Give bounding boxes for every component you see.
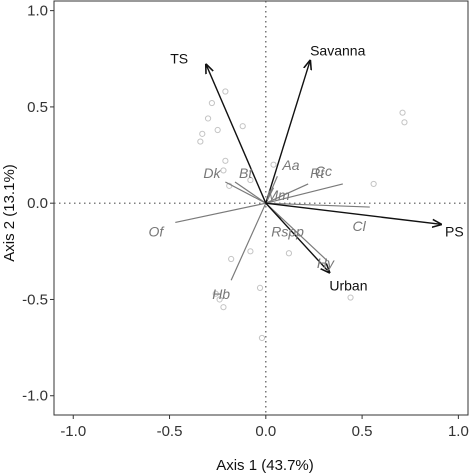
site-point [270,161,277,168]
species-vector [175,202,266,224]
species-label: Hy [317,255,335,271]
species-vector [230,202,267,281]
species-label: Aa [281,157,299,173]
y-tick-label: -0.5 [22,291,48,308]
x-tick-label: 1.0 [448,423,469,440]
environment-label: Savanna [310,43,365,59]
species-label: Hb [212,286,230,302]
species-label: Cl [353,218,367,234]
x-tick-label: 0.0 [255,423,276,440]
site-point [220,304,227,311]
site-point [239,123,246,130]
plot-panel [53,0,469,416]
y-tick-label: 1.0 [27,3,48,20]
site-point [216,296,223,303]
species-label: Dk [203,165,221,181]
species-vector [234,181,267,204]
site-point [247,248,254,255]
site-point [228,255,235,263]
environment-label: TS [170,51,188,67]
site-point [370,180,377,188]
species-label: Rspp [271,224,304,240]
environment-vectors [206,61,441,273]
x-tick-label: -1.0 [60,423,86,440]
species-label: Rt [310,165,325,181]
species-vector [265,183,343,204]
reference-lines [54,1,468,415]
environment-vector [265,61,310,204]
species-label: Mm [267,187,291,203]
site-point [204,115,212,122]
site-point [214,126,221,134]
site-point [212,290,219,297]
site-points [197,88,408,342]
site-point [258,334,266,342]
species-vector [265,202,328,262]
site-point [208,99,215,107]
site-point [256,284,264,292]
site-point [197,138,204,145]
environment-vector [265,202,330,272]
site-point [285,250,293,257]
site-point [222,88,229,95]
species-vectors [175,175,370,281]
site-point [222,157,229,164]
axis-ticks: -1.0 -0.5 0.0 0.5 1.0 -1.0 -0.5 0.0 0.5 1.0 [22,3,469,440]
species-label: Cc [315,163,332,179]
site-point [220,167,227,174]
site-point [199,130,206,137]
y-tick-label: -1.0 [22,388,48,405]
species-label: Of [149,223,166,239]
species-vector [265,202,370,208]
environment-label: Urban [329,278,367,294]
species-vector [225,181,267,204]
environment-vector [206,65,267,204]
site-point [247,176,254,184]
site-point [401,119,408,126]
site-point [347,294,354,301]
species-vector [265,183,309,204]
x-tick-label: -0.5 [157,423,183,440]
y-tick-label: 0.0 [27,195,48,212]
environment-label: PS [445,223,464,239]
environment-vector [265,202,441,224]
x-tick-label: 0.5 [352,423,373,440]
site-point [399,109,406,116]
species-label: Bt [239,165,253,181]
y-axis-title: Axis 2 (13.1%) [1,164,18,262]
x-axis-title: Axis 1 (43.7%) [216,457,314,474]
y-tick-label: 0.5 [27,99,48,116]
